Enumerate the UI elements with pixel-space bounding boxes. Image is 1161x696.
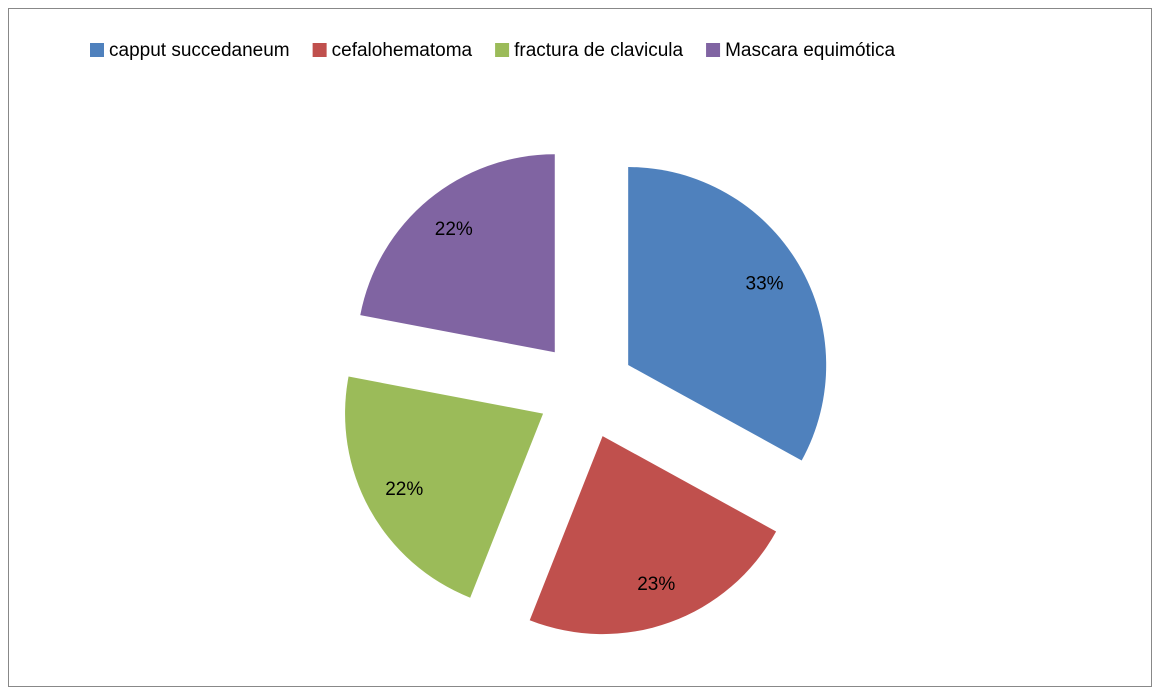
data-label: 22% [435, 219, 473, 240]
legend-label: cefalohematoma [332, 40, 473, 61]
data-label: 33% [746, 273, 784, 294]
legend-swatch [90, 43, 104, 57]
legend-swatch [706, 43, 721, 57]
data-label: 23% [637, 574, 675, 595]
pie-slice [529, 436, 777, 635]
legend-label: Mascara equimótica [725, 40, 895, 61]
pie-slice [345, 376, 544, 598]
pie-slice [628, 167, 827, 461]
legend-swatch [312, 43, 327, 57]
legend-label: fractura de clavicula [514, 40, 683, 61]
legend-label: capput succedaneum [109, 40, 290, 61]
legend-swatch [495, 43, 510, 57]
pie-slice [360, 154, 555, 353]
data-label: 22% [385, 479, 423, 500]
